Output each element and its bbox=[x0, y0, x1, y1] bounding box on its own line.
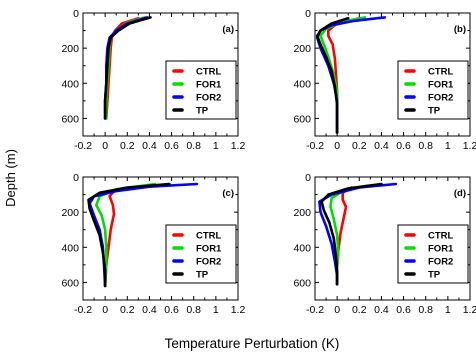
x-tick-label: 0.2 bbox=[352, 140, 367, 152]
x-tick-label: 0 bbox=[334, 304, 340, 316]
legend-label-for1: FOR1 bbox=[196, 244, 222, 255]
x-tick-label: -0.2 bbox=[306, 304, 324, 316]
panel-label: (b) bbox=[454, 24, 466, 35]
legend-label-for2: FOR2 bbox=[428, 93, 453, 104]
legend: CTRL FOR1 FOR2 TP bbox=[165, 60, 237, 120]
x-tick-label: 0.4 bbox=[142, 140, 157, 152]
legend: CTRL FOR1 FOR2 TP bbox=[165, 224, 237, 284]
x-tick-label: 1 bbox=[213, 140, 219, 152]
x-tick-label: 0.6 bbox=[396, 140, 411, 152]
legend-label-tp: TP bbox=[428, 106, 441, 117]
legend-label-for2: FOR2 bbox=[196, 257, 221, 268]
y-tick-label: 400 bbox=[61, 242, 79, 254]
x-tick-label: 0 bbox=[334, 140, 340, 152]
x-tick-label: 0.4 bbox=[142, 304, 157, 316]
y-tick-label: 0 bbox=[73, 8, 79, 20]
x-tick-label: 0.8 bbox=[186, 140, 201, 152]
y-tick-label: 0 bbox=[73, 172, 79, 184]
x-tick-label: 0.2 bbox=[120, 140, 135, 152]
legend-label-tp: TP bbox=[196, 106, 209, 117]
x-tick-label: 0.6 bbox=[164, 140, 179, 152]
x-tick-label: 0.6 bbox=[164, 304, 179, 316]
x-tick-label: 0.6 bbox=[396, 304, 411, 316]
series-line-ctrl bbox=[103, 185, 138, 288]
legend-label-ctrl: CTRL bbox=[196, 67, 222, 78]
legend: CTRL FOR1 FOR2 TP bbox=[397, 224, 469, 284]
x-tick-label: 0.2 bbox=[120, 304, 135, 316]
x-tick-label: 1 bbox=[445, 304, 451, 316]
x-tick-label: -0.2 bbox=[74, 304, 92, 316]
panel-a: -0.2 0 0.2 0.4 0.6 0.8 1 1.2 0 200 400 600 (a) CTRL FO… bbox=[61, 8, 245, 152]
x-tick-label: 0.4 bbox=[374, 140, 389, 152]
x-tick-label: 0.8 bbox=[186, 304, 201, 316]
series-line-for1 bbox=[105, 16, 147, 120]
x-tick-label: 1.2 bbox=[463, 304, 476, 316]
y-tick-label: 600 bbox=[293, 277, 311, 289]
legend-label-for2: FOR2 bbox=[428, 257, 453, 268]
x-tick-label: 1.2 bbox=[463, 140, 476, 152]
legend: CTRL FOR1 FOR2 TP bbox=[397, 60, 469, 120]
legend-label-for2: FOR2 bbox=[196, 93, 221, 104]
x-tick-label: 0.8 bbox=[418, 304, 433, 316]
x-tick-label: 0.2 bbox=[352, 304, 367, 316]
y-tick-label: 400 bbox=[293, 242, 311, 254]
legend-label-ctrl: CTRL bbox=[428, 67, 454, 78]
legend-label-for1: FOR1 bbox=[428, 244, 454, 255]
series-line-tp bbox=[87, 182, 171, 288]
x-tick-label: 0.8 bbox=[418, 140, 433, 152]
y-tick-label: 0 bbox=[305, 172, 311, 184]
series-line-tp bbox=[103, 16, 152, 120]
x-tick-label: 1 bbox=[445, 140, 451, 152]
y-tick-label: 600 bbox=[293, 113, 311, 125]
y-tick-label: 0 bbox=[305, 8, 311, 20]
x-axis-label: Temperature Perturbation (K) bbox=[165, 336, 340, 351]
y-axis-label: Depth (m) bbox=[3, 149, 18, 207]
y-tick-label: 600 bbox=[61, 277, 79, 289]
panel-label: (a) bbox=[222, 24, 234, 35]
series-line-tp bbox=[315, 17, 350, 134]
panels-group: -0.2 0 0.2 0.4 0.6 0.8 1 1.2 0 200 400 600 (a) CTRL FO… bbox=[61, 8, 476, 316]
y-tick-label: 200 bbox=[61, 43, 79, 55]
x-tick-label: 0 bbox=[102, 140, 108, 152]
legend-label-for1: FOR1 bbox=[196, 80, 222, 91]
series-line-tp bbox=[320, 182, 383, 286]
legend-label-for1: FOR1 bbox=[428, 80, 454, 91]
x-tick-label: -0.2 bbox=[306, 140, 324, 152]
x-tick-label: 0.4 bbox=[374, 304, 389, 316]
series-line-ctrl bbox=[335, 186, 353, 286]
panel-b: -0.2 0 0.2 0.4 0.6 0.8 1 1.2 0 200 400 600 (b) CTRL FO… bbox=[293, 8, 476, 152]
panel-c: -0.2 0 0.2 0.4 0.6 0.8 1 1.2 0 200 400 600 (c) CTRL FO… bbox=[61, 172, 245, 316]
x-tick-label: 1.2 bbox=[231, 140, 246, 152]
legend-label-tp: TP bbox=[428, 270, 441, 281]
y-tick-label: 400 bbox=[61, 78, 79, 90]
y-tick-label: 200 bbox=[293, 43, 311, 55]
y-tick-label: 200 bbox=[293, 207, 311, 219]
series-line-for2 bbox=[103, 16, 149, 120]
y-tick-label: 400 bbox=[293, 78, 311, 90]
y-tick-label: 600 bbox=[61, 113, 79, 125]
legend-label-ctrl: CTRL bbox=[196, 231, 222, 242]
y-tick-label: 200 bbox=[61, 207, 79, 219]
legend-label-tp: TP bbox=[196, 270, 209, 281]
panel-label: (c) bbox=[222, 188, 234, 199]
x-tick-label: 0 bbox=[102, 304, 108, 316]
x-tick-label: -0.2 bbox=[74, 140, 92, 152]
x-tick-label: 1 bbox=[213, 304, 219, 316]
panel-label: (d) bbox=[454, 188, 466, 199]
legend-label-ctrl: CTRL bbox=[428, 231, 454, 242]
panel-d: -0.2 0 0.2 0.4 0.6 0.8 1 1.2 0 200 400 600 (d) CTRL FO… bbox=[293, 172, 476, 316]
series-line-ctrl bbox=[105, 17, 140, 120]
x-tick-label: 1.2 bbox=[231, 304, 246, 316]
